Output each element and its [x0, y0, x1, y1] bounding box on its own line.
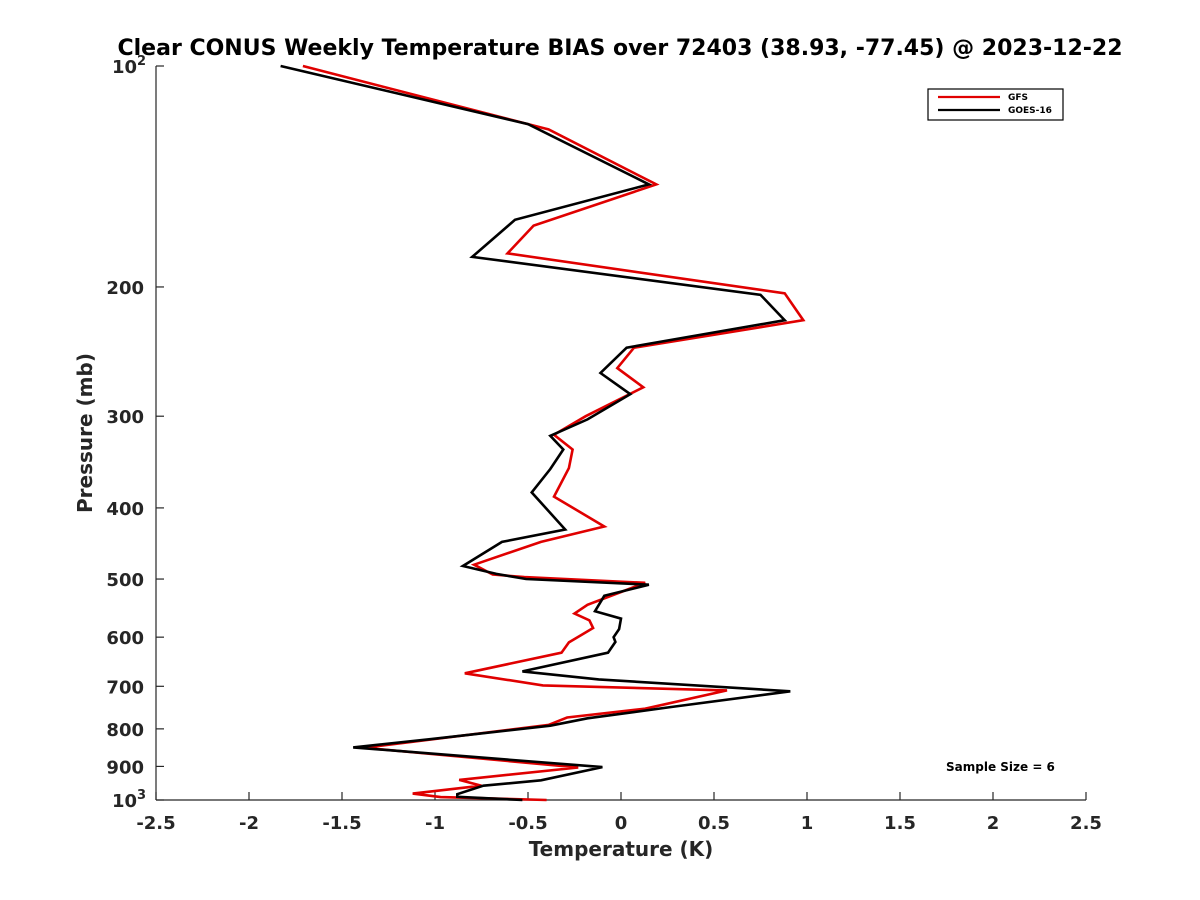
y-tick-label: 500 — [106, 570, 144, 591]
y-tick-exponent: 3 — [137, 788, 146, 803]
y-tick-label: 800 — [106, 720, 144, 741]
x-tick-label: 2.5 — [1070, 813, 1102, 834]
legend-label-gfs: GFS — [1008, 93, 1028, 103]
x-tick-label: -2 — [239, 813, 259, 834]
y-tick-label: 600 — [106, 628, 144, 649]
legend-label-goes16: GOES-16 — [1008, 106, 1052, 116]
x-tick-label: 0 — [615, 813, 628, 834]
series-group — [280, 64, 806, 802]
legend: GFS GOES-16 — [927, 88, 1064, 121]
y-tick-label: 10 — [112, 791, 137, 812]
y-tick-label: 200 — [106, 278, 144, 299]
sample-size-annotation: Sample Size = 6 — [946, 760, 1055, 774]
x-tick-label: -0.5 — [508, 813, 547, 834]
y-axis-label: Pressure (mb) — [73, 353, 97, 513]
x-tick-label: 1 — [801, 813, 814, 834]
x-tick-label: -1 — [425, 813, 445, 834]
x-ticks: -2.5 -2 -1.5 -1 -0.5 0 0.5 1 1.5 2 2.5 — [136, 792, 1102, 834]
x-tick-label: 0.5 — [698, 813, 730, 834]
chart-title: Clear CONUS Weekly Temperature BIAS over… — [117, 36, 1122, 61]
x-tick-label: 2 — [987, 813, 1000, 834]
x-axis-label: Temperature (K) — [529, 837, 714, 861]
plot-area: -2.5 -2 -1.5 -1 -0.5 0 0.5 1 1.5 2 2.5 10 220030040… — [106, 54, 1102, 834]
series-line-goes-16 — [280, 64, 791, 802]
legend-box — [927, 88, 1064, 121]
y-tick-label: 900 — [106, 757, 144, 778]
x-tick-label: 1.5 — [884, 813, 916, 834]
y-tick-label: 700 — [106, 677, 144, 698]
y-tick-label: 400 — [106, 499, 144, 520]
y-tick-exponent: 2 — [137, 54, 146, 69]
y-tick-label: 300 — [106, 407, 144, 428]
y-tick-label: 10 — [112, 57, 137, 78]
x-tick-label: -1.5 — [322, 813, 361, 834]
x-tick-label: -2.5 — [136, 813, 175, 834]
